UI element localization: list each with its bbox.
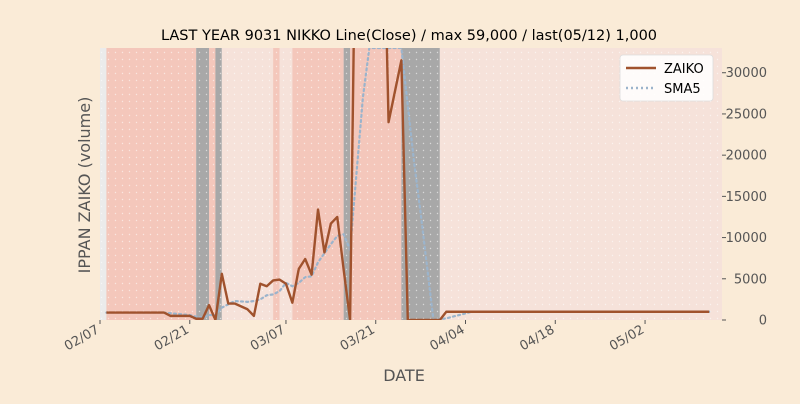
y-tick-label: 0: [759, 314, 767, 329]
legend-box: [619, 54, 714, 102]
grid-dot-overlay: [100, 48, 722, 320]
y-tick-label: 25000: [726, 107, 767, 122]
y-axis: 0 5000 10000 15000 20000 25000 30000: [722, 66, 767, 329]
y-tick-label: 15000: [726, 190, 767, 205]
series-layer: [105, 48, 711, 320]
series-line-zaiko: [106, 48, 710, 320]
legend-label-sma5: SMA5: [664, 82, 701, 97]
legend: ZAIKO SMA5: [619, 54, 714, 102]
x-axis-label: DATE: [383, 366, 425, 385]
y-tick-label: 20000: [726, 149, 767, 164]
y-tick-label: 30000: [726, 66, 767, 81]
y-tick-label: 5000: [734, 272, 767, 287]
legend-label-zaiko: ZAIKO: [664, 62, 704, 77]
y-axis-label: IPPAN ZAIKO (volume): [75, 97, 94, 274]
y-tick-label: 10000: [726, 231, 767, 246]
chart-title: LAST YEAR 9031 NIKKO Line(Close) / max 5…: [161, 28, 657, 44]
